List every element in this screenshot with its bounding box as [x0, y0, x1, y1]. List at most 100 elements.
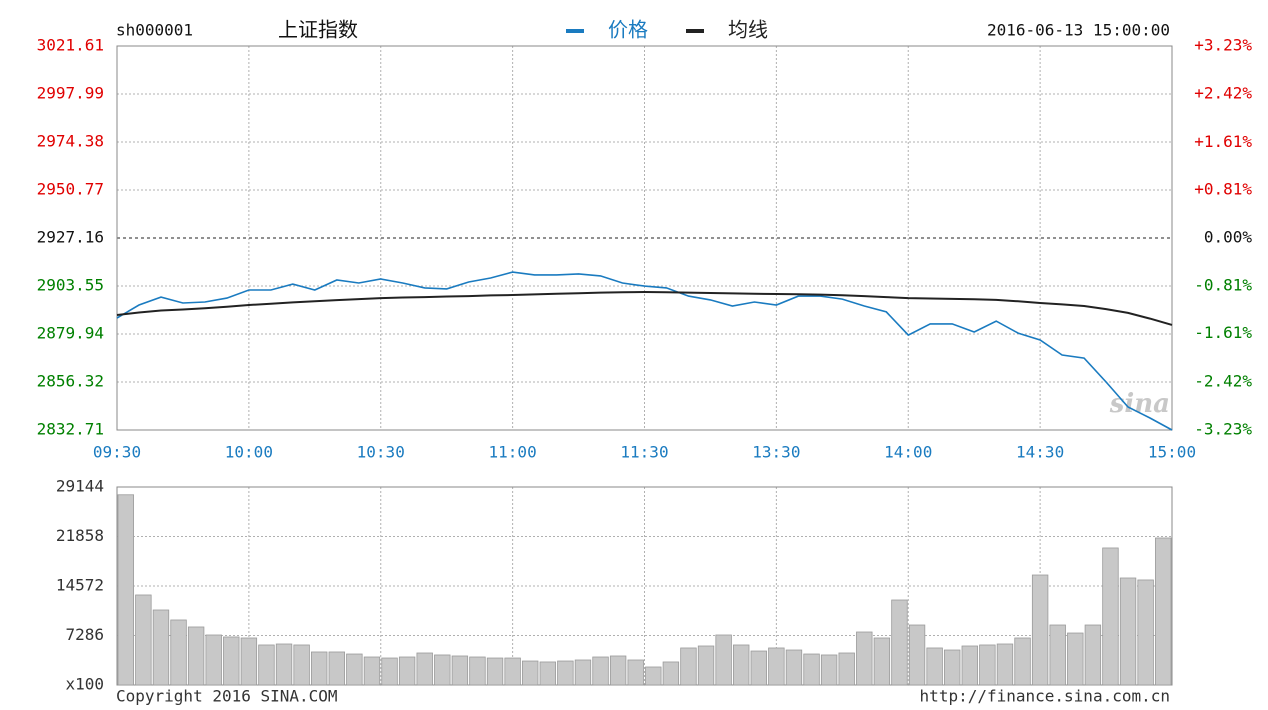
bar: [627, 659, 644, 686]
bar: [996, 643, 1014, 686]
legend-label: 价格: [608, 18, 648, 42]
y-tick-label: 2879.94: [37, 323, 104, 342]
bar: [416, 652, 433, 686]
y-tick-label: 2950.77: [37, 180, 104, 199]
x-tick-label: 14:30: [1016, 443, 1064, 462]
bar: [733, 644, 750, 686]
x-tick-label: 10:00: [225, 443, 273, 462]
bar: [750, 650, 767, 686]
bar: [258, 644, 275, 686]
bar: [504, 657, 521, 686]
y-tick-label: 2997.99: [37, 84, 104, 103]
bar: [346, 653, 363, 686]
bar: [205, 634, 222, 686]
y-tick-label: 2903.55: [37, 275, 104, 294]
x-tick-label: 09:30: [93, 443, 141, 462]
plot-frame: [116, 45, 1173, 431]
watermark: sina: [1109, 389, 1170, 419]
bar: [170, 619, 187, 686]
bar: [873, 637, 891, 686]
bar: [434, 654, 451, 686]
x-tick-label: 10:30: [357, 443, 405, 462]
bar: [961, 645, 978, 686]
y-tick-label: 2832.71: [37, 420, 104, 439]
legend-label: 均线: [728, 18, 768, 42]
y-tick-label: 2927.16: [37, 228, 104, 247]
bar: [715, 634, 732, 686]
bar: [522, 660, 539, 686]
y2-tick-label: -2.42%: [1194, 371, 1252, 390]
copyright: Copyright 2016 SINA.COM: [116, 687, 338, 706]
y2-tick-label: -0.81%: [1194, 276, 1252, 295]
bar: [574, 659, 592, 686]
y-tick-label: 2974.38: [37, 132, 104, 151]
y2-tick-label: +0.81%: [1194, 179, 1252, 198]
x-tick-label: 14:00: [884, 443, 932, 462]
bar: [1049, 624, 1066, 686]
bar: [697, 645, 715, 686]
bar: [469, 656, 486, 686]
y-tick-label: 3021.61: [37, 36, 104, 55]
bar: [240, 637, 258, 686]
bar: [609, 655, 627, 686]
bar: [187, 626, 205, 686]
bar: [1014, 637, 1031, 686]
bar: [592, 656, 609, 686]
bar: [381, 657, 398, 686]
bar: [1119, 577, 1137, 686]
y-tick-label: 29144: [56, 477, 104, 496]
x-tick-label: 15:00: [1148, 443, 1196, 462]
bar: [926, 647, 943, 686]
bar: [1031, 574, 1049, 686]
bar: [117, 494, 134, 686]
bar: [223, 636, 240, 686]
y2-tick-label: +1.61%: [1194, 132, 1252, 151]
legend-swatch: [566, 29, 584, 33]
bar: [328, 651, 345, 686]
y-tick-label: 21858: [56, 526, 104, 545]
chart-title: 上证指数: [278, 18, 358, 42]
legend-swatch: [686, 29, 704, 33]
bar: [908, 624, 926, 686]
bar: [856, 631, 873, 686]
bar: [680, 647, 697, 686]
source-url: http://finance.sina.com.cn: [920, 687, 1170, 706]
bar: [486, 657, 504, 686]
bar: [398, 656, 416, 686]
bar: [785, 649, 803, 686]
bar: [1067, 632, 1084, 686]
y-tick-label: x100: [65, 675, 104, 694]
bar: [1084, 624, 1102, 686]
bar: [275, 643, 293, 686]
x-tick-label: 11:30: [620, 443, 668, 462]
bar: [645, 666, 662, 686]
y2-tick-label: -1.61%: [1194, 323, 1252, 342]
y2-tick-label: +2.42%: [1194, 84, 1252, 103]
y-tick-label: 2856.32: [37, 372, 104, 391]
plot-frame: [116, 486, 1173, 686]
bar: [539, 661, 556, 686]
series-line: [116, 271, 1173, 431]
bar: [363, 656, 381, 686]
series-line: [116, 290, 1173, 326]
bar: [944, 649, 961, 686]
y2-tick-label: +3.23%: [1194, 36, 1252, 55]
bar: [838, 652, 855, 686]
stock-code: sh000001: [116, 21, 193, 40]
timestamp: 2016-06-13 15:00:00: [987, 21, 1170, 40]
bar: [891, 599, 908, 686]
bar: [1155, 537, 1172, 686]
bar: [451, 655, 469, 686]
y2-tick-label: 0.00%: [1204, 228, 1253, 247]
bar: [768, 647, 785, 686]
bar: [662, 661, 680, 686]
bar: [1102, 547, 1119, 686]
bar: [152, 609, 170, 686]
bar: [135, 594, 152, 686]
y-tick-label: 7286: [65, 625, 104, 644]
bar: [293, 644, 310, 686]
bar: [1137, 579, 1154, 686]
y-tick-label: 14572: [56, 576, 104, 595]
y2-tick-label: -3.23%: [1194, 420, 1252, 439]
